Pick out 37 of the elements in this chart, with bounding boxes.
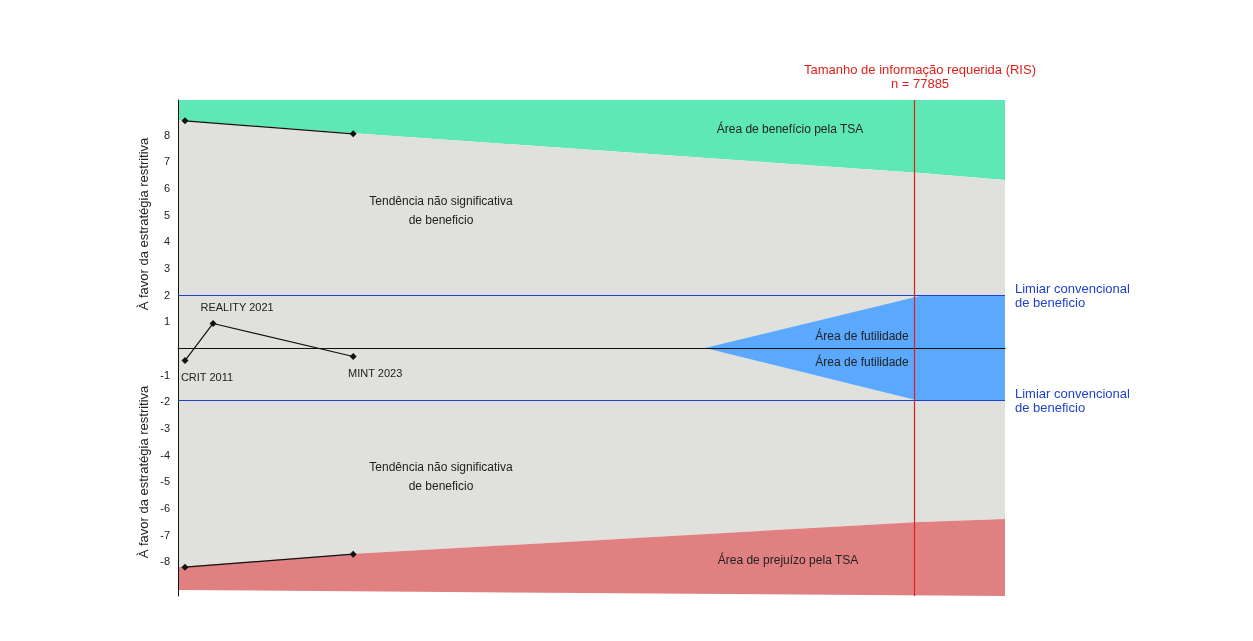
text: Tamanho de informação requerida (RIS) n = 77885 [804,61,1036,91]
annotation: Área de benefício pela TSA [716,121,864,136]
y-tick-label: -1 [160,368,170,381]
y-axis-title: À favor da estratégia restritiva [135,136,151,311]
point [181,563,189,571]
y-tick-label: 3 [163,262,170,274]
point [349,130,357,138]
ref-line-label: Limiar convencional de beneficio [1015,281,1130,311]
point [181,117,189,125]
y-tick-label: 1 [163,315,170,328]
point [209,319,217,327]
y-tick-label: 2 [163,288,170,301]
annotation: Área de futilidade [815,328,910,343]
data-label: REALITY 2021 [200,301,274,314]
y-tick-label: -8 [160,555,170,568]
text: À favor da estratégia restritiva [135,384,151,559]
annotation: Área de futilidade [815,354,910,369]
point [181,357,189,365]
y-tick-label: 8 [163,128,170,141]
point [349,550,357,558]
y-tick-label: -5 [160,475,170,488]
y-tick-label: 4 [163,235,170,248]
y-tick-label: -6 [160,502,170,514]
annotation: Área de prejuízo pela TSA [717,552,859,567]
y-tick-label: 7 [163,155,170,168]
y-tick-label: 6 [163,182,170,194]
y-tick-label: -2 [160,395,170,408]
annotation: Tendência não significativa de beneficio [369,459,514,493]
y-tick-label: -7 [160,528,170,541]
y-tick-label: -3 [160,422,170,434]
y-tick-label: -4 [160,448,170,461]
data-label: MINT 2023 [348,366,403,379]
point [349,353,357,361]
annotation: Tendência não significativa de beneficio [369,193,514,227]
ref-line-label: Limiar convencional de beneficio [1015,385,1130,415]
data-label: CRIT 2011 [180,370,234,383]
y-tick-label: 5 [163,208,170,221]
